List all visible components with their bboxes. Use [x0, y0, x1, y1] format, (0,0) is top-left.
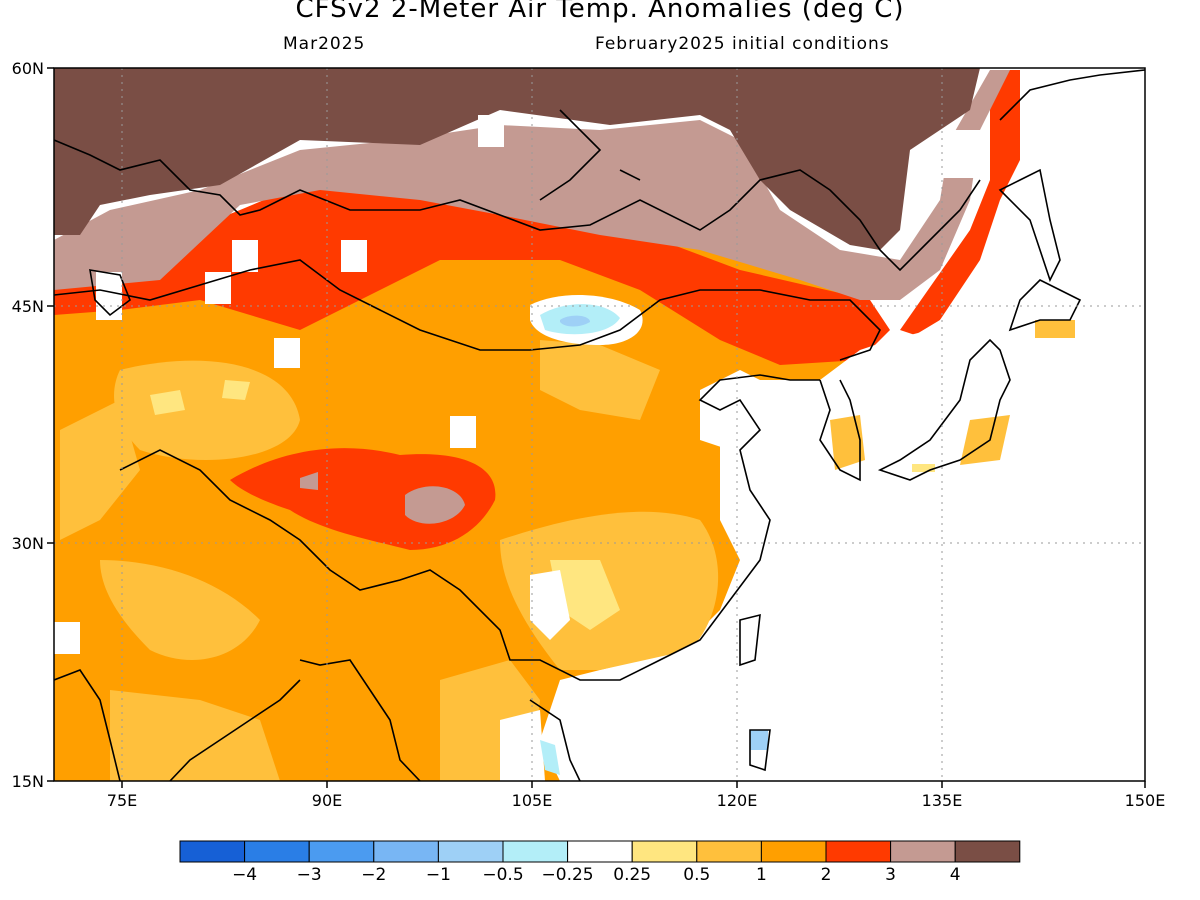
coastlines	[54, 69, 1145, 781]
lon-label: 90E	[312, 791, 342, 810]
colorbar-label: −3	[297, 865, 322, 885]
anomaly-region-above-4	[54, 68, 980, 250]
lon-label: 135E	[922, 791, 963, 810]
colorbar-label: 1	[756, 865, 767, 885]
colorbar-label: 2	[821, 865, 832, 885]
colorbar-label: 3	[885, 865, 896, 885]
colorbar-swatch	[437, 840, 504, 863]
anomaly-region-neutral	[530, 570, 570, 640]
colorbar-swatch	[760, 840, 827, 863]
lon-label: 75E	[107, 791, 137, 810]
colorbar-label: 0.25	[613, 865, 651, 885]
anomaly-region-2-3-tibet	[230, 448, 496, 550]
lat-label: 15N	[12, 772, 44, 791]
colorbar-label: 4	[950, 865, 961, 885]
colorbar-label: −2	[361, 865, 386, 885]
colorbar-swatch	[825, 840, 892, 863]
colorbar-label: −4	[232, 865, 257, 885]
colorbar-swatch	[954, 840, 1021, 863]
lat-label: 45N	[12, 297, 44, 316]
colorbar-swatch	[179, 840, 246, 863]
colorbar-swatch	[308, 840, 375, 863]
colorbar: −4 −3 −2 −1 −0.5 −0.25 0.25 0.5 1 2 3 4	[179, 840, 1021, 885]
lon-label: 150E	[1125, 791, 1166, 810]
lon-label: 120E	[717, 791, 758, 810]
colorbar-swatch	[631, 840, 698, 863]
anomaly-region-0.5-1	[60, 400, 140, 540]
lat-label: 60N	[12, 59, 44, 78]
colorbar-label: −0.5	[482, 865, 523, 885]
lat-label: 30N	[12, 534, 44, 553]
colorbar-swatch	[373, 840, 439, 863]
colorbar-swatch	[244, 840, 310, 863]
axis-ticks	[47, 67, 1146, 788]
colorbar-label: −1	[426, 865, 451, 885]
colorbar-swatch	[890, 840, 956, 863]
colorbar-label: −0.25	[542, 865, 594, 885]
initial-conditions: February2025 initial conditions	[595, 34, 890, 54]
anomaly-region-3-4	[54, 70, 1010, 300]
colorbar-label: 0.5	[683, 865, 710, 885]
anomaly-region-2-3-north	[54, 185, 890, 365]
map-frame	[53, 67, 1146, 782]
anomaly-field	[54, 68, 1145, 781]
forecast-month: Mar2025	[283, 34, 366, 54]
lon-label: 105E	[512, 791, 553, 810]
colorbar-swatch	[567, 840, 633, 863]
map-title: CFSv2 2-Meter Air Temp. Anomalies (deg C…	[295, 0, 905, 24]
colorbar-swatch	[502, 840, 569, 863]
colorbar-swatch	[696, 840, 762, 863]
